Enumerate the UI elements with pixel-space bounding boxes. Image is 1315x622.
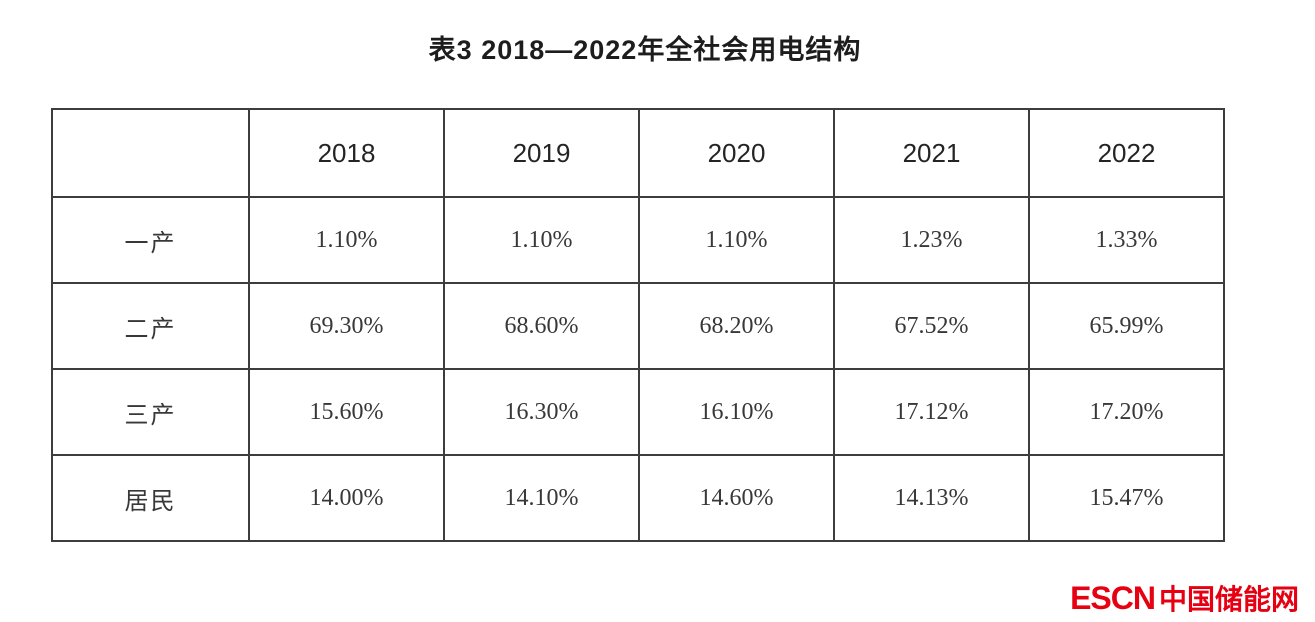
table-cell: 15.47% (1028, 454, 1225, 542)
year-header-2018: 2018 (248, 108, 445, 198)
table-cell: 17.12% (833, 368, 1030, 456)
table-cell: 1.23% (833, 196, 1030, 284)
year-header-2022: 2022 (1028, 108, 1225, 198)
row-label: 居民 (51, 454, 250, 542)
year-header-2021: 2021 (833, 108, 1030, 198)
escn-logo-text: ESCN (1070, 580, 1156, 616)
table-row-primary-industry: 一产 1.10% 1.10% 1.10% 1.23% 1.33% (51, 196, 1225, 284)
table-cell: 14.10% (443, 454, 640, 542)
table-cell: 14.13% (833, 454, 1030, 542)
table-cell: 68.60% (443, 282, 640, 370)
table-cell: 14.60% (638, 454, 835, 542)
table-cell: 1.10% (248, 196, 445, 284)
row-label: 三产 (51, 368, 250, 456)
table-cell: 69.30% (248, 282, 445, 370)
table-header-row: 2018 2019 2020 2021 2022 (51, 108, 1225, 198)
table-cell: 1.10% (443, 196, 640, 284)
escn-logo-chinese-text: 中国储能网 (1158, 584, 1299, 615)
table-cell: 15.60% (248, 368, 445, 456)
year-header-2019: 2019 (443, 108, 640, 198)
table-cell: 1.10% (638, 196, 835, 284)
table-cell: 68.20% (638, 282, 835, 370)
electricity-structure-table: 2018 2019 2020 2021 2022 一产 1.10% 1.10% … (51, 108, 1225, 542)
table-row-secondary-industry: 二产 69.30% 68.60% 68.20% 67.52% 65.99% (51, 282, 1225, 370)
year-header-2020: 2020 (638, 108, 835, 198)
table-title: 表3 2018—2022年全社会用电结构 (428, 35, 862, 65)
table-cell: 16.30% (443, 368, 640, 456)
table-cell: 67.52% (833, 282, 1030, 370)
escn-watermark-logo: ESCN 中国储能网 (1070, 582, 1299, 614)
table-cell: 14.00% (248, 454, 445, 542)
table-row-residents: 居民 14.00% 14.10% 14.60% 14.13% 15.47% (51, 454, 1225, 542)
row-label: 一产 (51, 196, 250, 284)
table-cell: 16.10% (638, 368, 835, 456)
table-cell: 17.20% (1028, 368, 1225, 456)
table-cell: 65.99% (1028, 282, 1225, 370)
table-row-tertiary-industry: 三产 15.60% 16.30% 16.10% 17.12% 17.20% (51, 368, 1225, 456)
table-cell: 1.33% (1028, 196, 1225, 284)
corner-cell (51, 108, 250, 198)
row-label: 二产 (51, 282, 250, 370)
